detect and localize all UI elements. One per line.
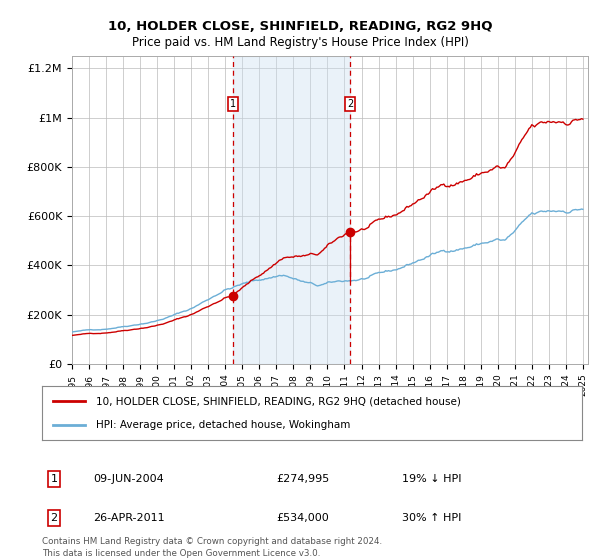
Text: 30% ↑ HPI: 30% ↑ HPI bbox=[402, 513, 461, 523]
Text: £274,995: £274,995 bbox=[276, 474, 329, 484]
Text: 2: 2 bbox=[347, 99, 353, 109]
Text: 1: 1 bbox=[50, 474, 58, 484]
Bar bbox=[233, 56, 350, 364]
Text: HPI: Average price, detached house, Wokingham: HPI: Average price, detached house, Woki… bbox=[96, 419, 350, 430]
Text: This data is licensed under the Open Government Licence v3.0.: This data is licensed under the Open Gov… bbox=[42, 549, 320, 558]
Text: £534,000: £534,000 bbox=[276, 513, 329, 523]
Text: 09-JUN-2004: 09-JUN-2004 bbox=[93, 474, 164, 484]
Text: 2: 2 bbox=[50, 513, 58, 523]
Text: 10, HOLDER CLOSE, SHINFIELD, READING, RG2 9HQ (detached house): 10, HOLDER CLOSE, SHINFIELD, READING, RG… bbox=[96, 396, 461, 407]
Text: 1: 1 bbox=[230, 99, 236, 109]
Text: 10, HOLDER CLOSE, SHINFIELD, READING, RG2 9HQ: 10, HOLDER CLOSE, SHINFIELD, READING, RG… bbox=[108, 20, 492, 32]
Text: 19% ↓ HPI: 19% ↓ HPI bbox=[402, 474, 461, 484]
Text: Price paid vs. HM Land Registry's House Price Index (HPI): Price paid vs. HM Land Registry's House … bbox=[131, 36, 469, 49]
Text: 26-APR-2011: 26-APR-2011 bbox=[93, 513, 164, 523]
Text: Contains HM Land Registry data © Crown copyright and database right 2024.: Contains HM Land Registry data © Crown c… bbox=[42, 537, 382, 546]
